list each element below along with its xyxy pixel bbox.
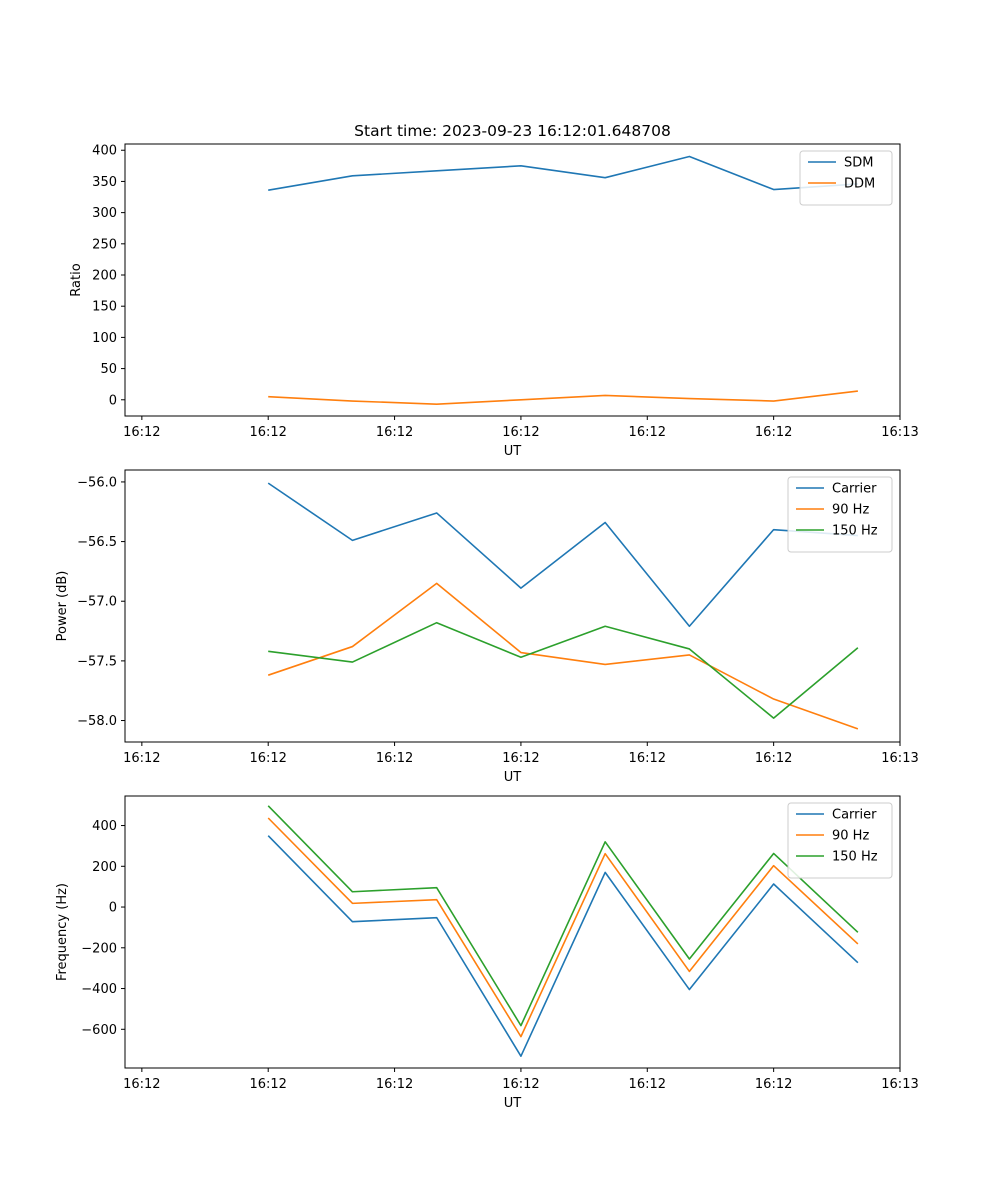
panel-ratio-line-sdm xyxy=(268,155,858,191)
panel-power-xtick-label: 16:12 xyxy=(249,751,286,766)
panel-power-ytick-label: −56.0 xyxy=(77,475,117,490)
panel-frequency-legend-label: 90 Hz xyxy=(832,829,869,844)
panel-ratio-axes-frame xyxy=(124,143,901,417)
panel-frequency-legend xyxy=(787,802,893,879)
panel-power-ytick-label: −57.0 xyxy=(77,595,117,610)
panel-frequency-xtick-label: 16:12 xyxy=(502,1077,539,1092)
panel-power-line-carrier xyxy=(267,482,858,628)
panel-ratio-xtick-label: 16:12 xyxy=(249,425,286,440)
panel-power-xlabel: UT xyxy=(504,770,522,785)
panel-ratio-legend-label: SDM xyxy=(844,156,873,171)
panel-power-line-90-hz xyxy=(267,582,859,730)
panel-frequency-xtick-label: 16:12 xyxy=(249,1077,286,1092)
panel-ratio-ytick-label: 100 xyxy=(92,331,117,346)
panel-frequency-xtick-label: 16:12 xyxy=(629,1077,666,1092)
panel-power-legend-label: 150 Hz xyxy=(832,524,878,539)
panel-frequency-xtick-label: 16:13 xyxy=(881,1077,918,1092)
panel-frequency-legend-label: Carrier xyxy=(832,808,877,823)
panel-frequency-xtick-label: 16:12 xyxy=(376,1077,413,1092)
panel-ratio-xtick-label: 16:12 xyxy=(629,425,666,440)
panel-frequency-xtick-label: 16:12 xyxy=(755,1077,792,1092)
panel-frequency-line-90-hz xyxy=(267,817,859,1038)
panel-ratio-ytick-label: 350 xyxy=(92,175,117,190)
panel-frequency-ylabel: Frequency (Hz) xyxy=(55,883,70,981)
panel-frequency-xlabel: UT xyxy=(504,1096,522,1111)
panel-frequency-ytick-label: 0 xyxy=(109,901,117,916)
panel-ratio-ytick-label: 300 xyxy=(92,206,117,221)
panel-power-xtick-label: 16:12 xyxy=(502,751,539,766)
figure-title: Start time: 2023-09-23 16:12:01.648708 xyxy=(354,122,671,140)
panel-ratio-legend xyxy=(799,150,893,206)
panel-ratio-ytick-label: 50 xyxy=(100,362,117,377)
panel-power-legend xyxy=(787,476,893,553)
panel-power-ytick-label: −56.5 xyxy=(77,535,117,550)
panel-frequency-ytick-label: 400 xyxy=(92,819,117,834)
panel-ratio-ytick-label: 400 xyxy=(92,144,117,159)
panel-ratio-xtick-label: 16:12 xyxy=(376,425,413,440)
panel-frequency-line-carrier xyxy=(267,835,859,1057)
panel-ratio-xlabel: UT xyxy=(504,444,522,459)
panel-ratio-ytick-label: 250 xyxy=(92,237,117,252)
panel-power-line-150-hz xyxy=(268,621,859,719)
panel-ratio-ytick-label: 200 xyxy=(92,269,117,284)
panel-power-ytick-label: −58.0 xyxy=(77,714,117,729)
panel-ratio-xtick-label: 16:13 xyxy=(881,425,918,440)
panel-frequency-ytick-label: −600 xyxy=(81,1023,117,1038)
panel-power-ylabel: Power (dB) xyxy=(55,571,70,642)
panel-power-legend-label: 90 Hz xyxy=(832,503,869,518)
panel-ratio-legend-label: DDM xyxy=(844,177,875,192)
panel-ratio: 16:12 16:12 16:12 16:12 16:12 16:12 16:13 0 50 10… xyxy=(69,143,919,459)
panel-frequency-ytick-label: −400 xyxy=(81,982,117,997)
panel-ratio-ytick-label: 0 xyxy=(109,393,117,408)
panel-frequency-ytick-label: 200 xyxy=(92,860,117,875)
panel-power-xtick-label: 16:13 xyxy=(881,751,918,766)
panel-ratio-line-ddm xyxy=(268,390,858,405)
panel-frequency-ytick-label: −200 xyxy=(81,941,117,956)
panel-power-legend-label: Carrier xyxy=(832,482,877,497)
panel-power-xtick-label: 16:12 xyxy=(755,751,792,766)
panel-frequency: 16:12 16:12 16:12 16:12 16:12 16:12 16:13 −600 −… xyxy=(55,795,919,1111)
panel-ratio-xtick-label: 16:12 xyxy=(502,425,539,440)
panel-power-ytick-label: −57.5 xyxy=(77,654,117,669)
panel-power-xtick-label: 16:12 xyxy=(376,751,413,766)
panel-ratio-ylabel: Ratio xyxy=(69,263,84,296)
panel-ratio-ytick-label: 150 xyxy=(92,300,117,315)
panel-frequency-legend-label: 150 Hz xyxy=(832,850,878,865)
panel-frequency-line-150-hz xyxy=(267,805,859,1027)
panel-power: 16:12 16:12 16:12 16:12 16:12 16:12 16:13 −58.0… xyxy=(55,469,919,785)
panel-ratio-xtick-label: 16:12 xyxy=(123,425,160,440)
panel-frequency-axes-frame xyxy=(124,795,901,1069)
panel-power-xtick-label: 16:12 xyxy=(629,751,666,766)
panel-ratio-xtick-label: 16:12 xyxy=(755,425,792,440)
panel-frequency-xtick-label: 16:12 xyxy=(123,1077,160,1092)
panel-power-axes-frame xyxy=(124,469,901,743)
panel-power-xtick-label: 16:12 xyxy=(123,751,160,766)
